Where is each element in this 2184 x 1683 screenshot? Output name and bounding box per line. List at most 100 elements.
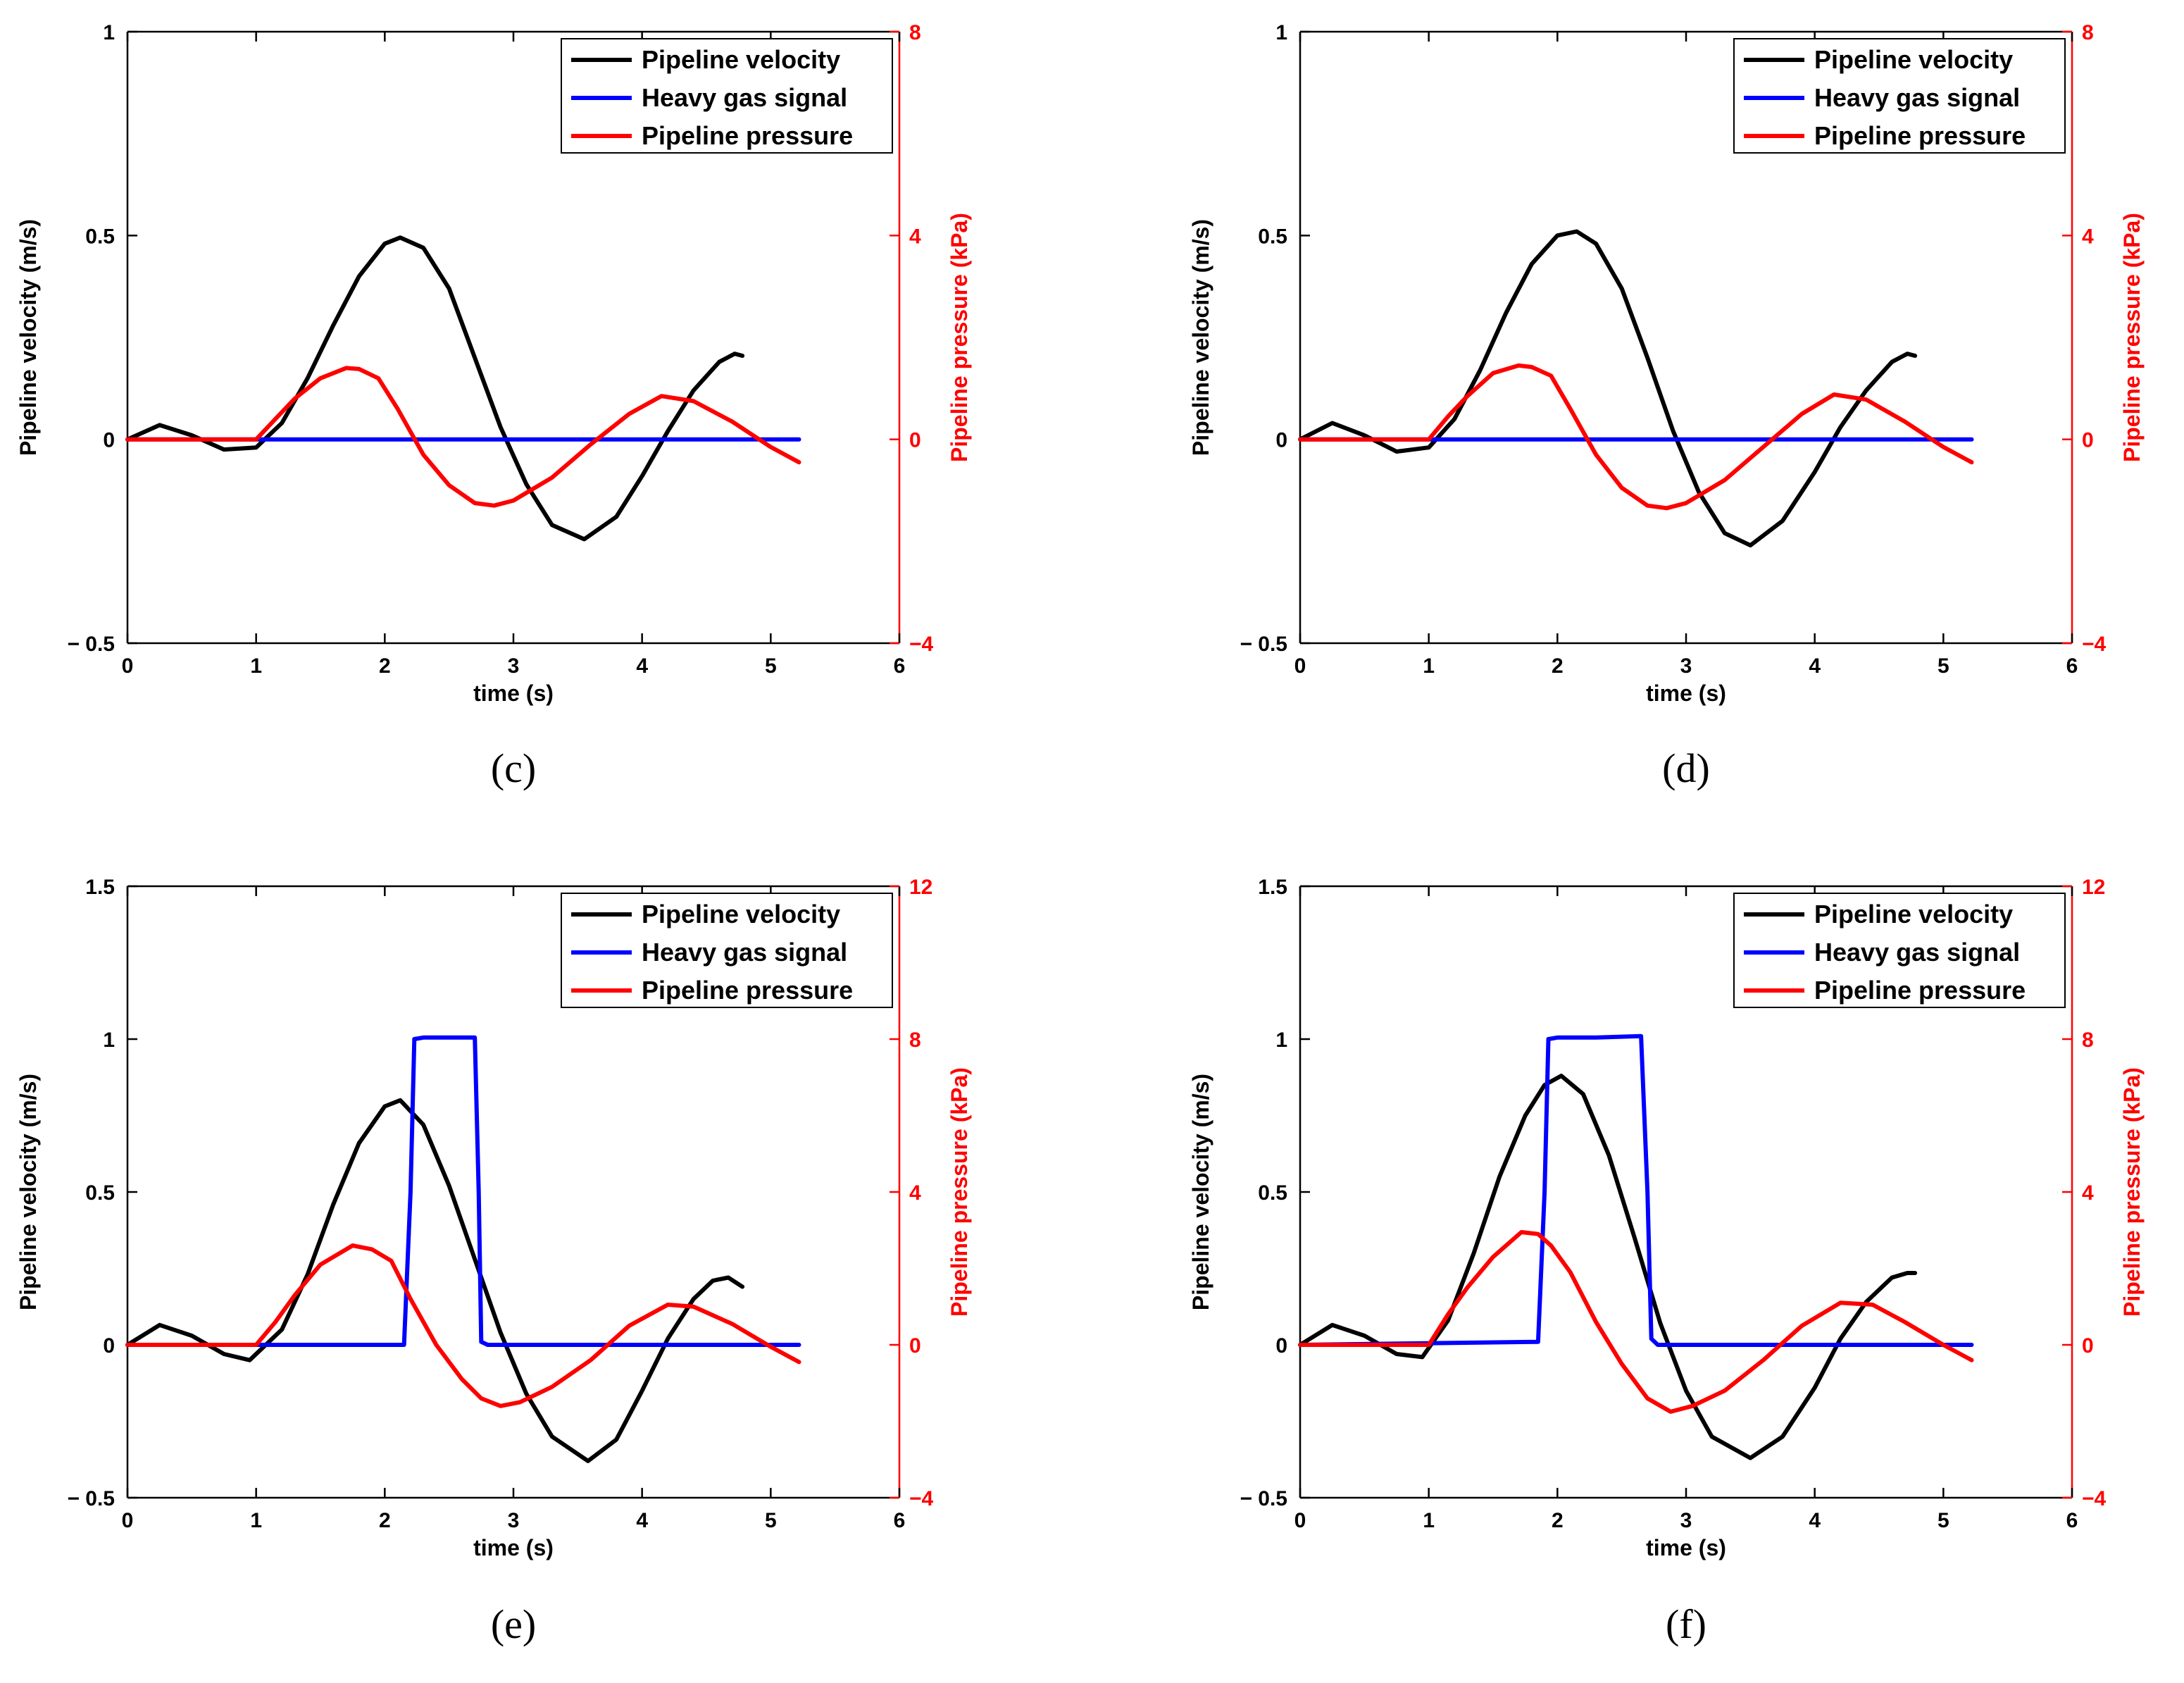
legend-entry: Heavy gas signal (1814, 938, 2020, 967)
x-tick-label: 3 (508, 654, 520, 678)
x-tick-label: 2 (379, 654, 391, 678)
y2-tick-label: 8 (909, 21, 921, 44)
y-tick-label: 0 (103, 1334, 115, 1358)
y2-tick-label: 4 (909, 1181, 921, 1205)
series-line-pipeline-velocity (125, 235, 745, 542)
panel-label: (e) (491, 1601, 536, 1647)
x-axis-title: time (s) (1646, 681, 1726, 706)
x-tick-label: 6 (894, 654, 906, 678)
x-tick-label: 0 (122, 654, 134, 678)
y2-axis-title: Pipeline pressure (kPa) (947, 1067, 972, 1317)
panel-label: (f) (1666, 1601, 1706, 1647)
y2-tick-label: 0 (909, 1334, 921, 1358)
legend-entry: Heavy gas signal (642, 83, 847, 112)
x-tick-label: 0 (122, 1509, 134, 1532)
series-line-pipeline-velocity (1298, 229, 1918, 548)
y-tick-label: 0 (103, 429, 115, 452)
y2-axis-title: Pipeline pressure (kPa) (2119, 213, 2145, 462)
y-tick-label: 1 (1275, 21, 1287, 44)
x-tick-label: 1 (250, 654, 262, 678)
x-tick-label: 6 (2066, 1509, 2078, 1532)
legend-entry: Pipeline pressure (1814, 121, 2026, 150)
x-tick-label: 4 (1809, 1509, 1821, 1532)
legend-entry: Pipeline pressure (1814, 976, 2026, 1005)
x-tick-label: 3 (508, 1509, 520, 1532)
y-tick-label: 1 (103, 21, 115, 44)
y2-tick-label: 12 (909, 876, 932, 899)
y2-tick-label: 8 (909, 1029, 921, 1052)
y-tick-label: 0.5 (85, 225, 115, 248)
legend-entry: Pipeline velocity (642, 900, 840, 929)
x-tick-label: 1 (1423, 1509, 1435, 1532)
y2-tick-label: 12 (2082, 876, 2105, 899)
y2-tick-label: 0 (2082, 429, 2094, 452)
panel-c: 0 1 2 3 4 5 6 − 0.5 0 0.5 1 −4 0 4 8 time (s) Pipeline v… (15, 21, 972, 791)
y-tick-label: 1 (103, 1029, 115, 1052)
x-tick-label: 4 (636, 1509, 648, 1532)
x-tick-label: 6 (2066, 654, 2078, 678)
x-tick-label: 1 (250, 1509, 262, 1532)
series-line-heavy-gas-signal (1298, 1033, 1974, 1347)
y-axis-title: Pipeline velocity (m/s) (15, 219, 41, 456)
y-tick-label: − 0.5 (67, 633, 115, 656)
series-line-pipeline-pressure (1298, 363, 1974, 511)
panel-label: (c) (491, 745, 536, 791)
y2-tick-label: 8 (2082, 1029, 2094, 1052)
y2-tick-label: 4 (2082, 1181, 2094, 1205)
x-tick-label: 5 (765, 654, 777, 678)
x-tick-label: 0 (1294, 1509, 1306, 1532)
x-axis-title: time (s) (473, 681, 554, 706)
x-axis-title: time (s) (473, 1535, 554, 1560)
x-tick-label: 3 (1680, 654, 1692, 678)
x-tick-label: 2 (1552, 654, 1564, 678)
y-tick-label: 1 (1275, 1029, 1287, 1052)
x-tick-label: 0 (1294, 654, 1306, 678)
legend-entry: Pipeline pressure (642, 976, 853, 1005)
y2-tick-label: 8 (2082, 21, 2094, 44)
series-line-pipeline-pressure (1298, 1230, 1974, 1414)
y-tick-label: 0.5 (85, 1181, 115, 1205)
x-tick-label: 2 (379, 1509, 391, 1532)
series-line-pipeline-pressure (125, 366, 801, 508)
legend-entry: Pipeline velocity (1814, 900, 2013, 929)
legend-entry: Heavy gas signal (1814, 83, 2020, 112)
panel-d: 0 1 2 3 4 5 6 − 0.5 0 0.5 1 −4 0 4 8 time (s) Pipeline v… (1188, 21, 2145, 791)
y-tick-label: 0.5 (1258, 1181, 1287, 1205)
y2-tick-label: 0 (2082, 1334, 2094, 1358)
y-tick-label: 1.5 (1258, 876, 1287, 899)
x-tick-label: 5 (1937, 654, 1949, 678)
y-tick-label: − 0.5 (1240, 633, 1287, 656)
x-tick-label: 4 (636, 654, 648, 678)
x-tick-label: 1 (1423, 654, 1435, 678)
y-tick-label: 1.5 (85, 876, 115, 899)
y-axis-title: Pipeline velocity (m/s) (15, 1074, 41, 1310)
panel-label: (d) (1662, 745, 1710, 791)
series-line-pipeline-pressure (125, 1243, 801, 1408)
x-axis-title: time (s) (1646, 1535, 1726, 1560)
y2-axis-title: Pipeline pressure (kPa) (947, 213, 972, 462)
legend-entry: Pipeline pressure (642, 121, 853, 150)
x-tick-label: 5 (1937, 1509, 1949, 1532)
y-tick-label: 0 (1275, 1334, 1287, 1358)
y-tick-label: 0 (1275, 429, 1287, 452)
legend-entry: Heavy gas signal (642, 938, 847, 967)
y2-tick-label: −4 (2082, 1487, 2107, 1510)
x-tick-label: 5 (765, 1509, 777, 1532)
y2-tick-label: −4 (909, 633, 934, 656)
y2-tick-label: −4 (909, 1487, 934, 1510)
y-axis-title: Pipeline velocity (m/s) (1188, 219, 1213, 456)
y-tick-label: − 0.5 (1240, 1487, 1287, 1510)
y-axis-title: Pipeline velocity (m/s) (1188, 1074, 1213, 1310)
x-tick-label: 6 (894, 1509, 906, 1532)
series-line-pipeline-velocity (1298, 1074, 1918, 1460)
y2-tick-label: 4 (909, 225, 921, 248)
y-tick-label: − 0.5 (67, 1487, 115, 1510)
legend-entry: Pipeline velocity (642, 45, 840, 74)
legend-entry: Pipeline velocity (1814, 45, 2013, 74)
x-tick-label: 4 (1809, 654, 1821, 678)
x-tick-label: 2 (1552, 1509, 1564, 1532)
